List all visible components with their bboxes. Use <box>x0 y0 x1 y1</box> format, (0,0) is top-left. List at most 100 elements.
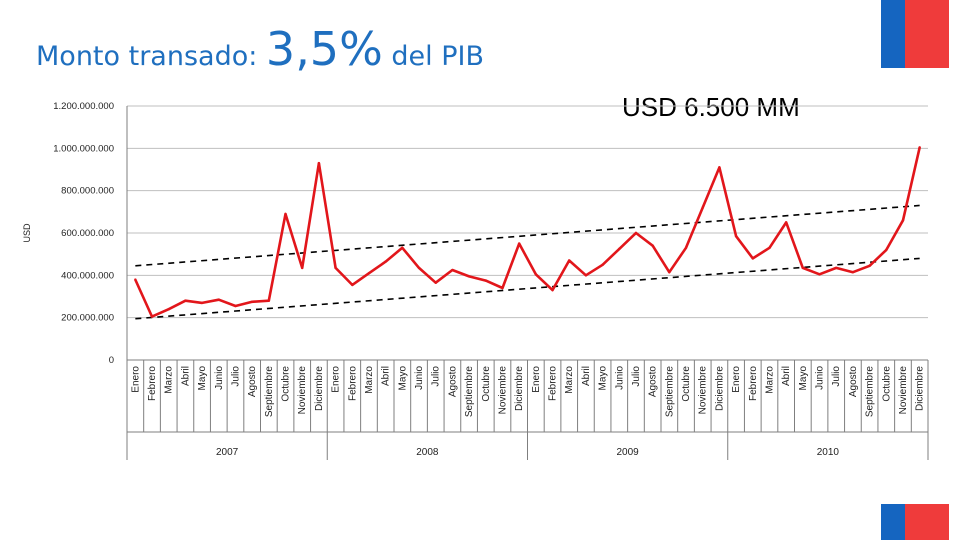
data-point <box>868 264 871 268</box>
y-tick-label: 1.000.000.000 <box>53 143 114 154</box>
x-tick-label: Agosto <box>848 366 859 398</box>
title-suffix: del PIB <box>382 41 484 72</box>
x-tick-label: Mayo <box>598 366 609 391</box>
data-point <box>334 266 337 270</box>
x-tick-label: Diciembre <box>915 366 926 411</box>
x-tick-label: Noviembre <box>497 366 508 415</box>
data-point <box>467 275 471 278</box>
y-tick-label: 800.000.000 <box>61 186 114 197</box>
data-point <box>401 246 404 250</box>
x-tick-label: Enero <box>731 366 742 393</box>
y-tick-label: 600.000.000 <box>61 228 114 239</box>
data-point <box>501 286 504 290</box>
x-tick-label: Octubre <box>281 366 292 402</box>
x-tick-label: Febrero <box>548 366 559 401</box>
data-point <box>734 234 738 238</box>
chile-flag-decoration-top <box>881 0 949 68</box>
data-point <box>167 308 170 311</box>
x-tick-label: Agosto <box>447 366 458 398</box>
x-tick-label: Octubre <box>881 366 892 402</box>
year-label: 2007 <box>216 447 239 458</box>
data-point <box>818 273 821 276</box>
year-label: 2008 <box>416 447 439 458</box>
data-point <box>284 212 287 216</box>
x-tick-label: Mayo <box>397 366 408 391</box>
x-tick-label: Junio <box>414 366 425 390</box>
data-point <box>668 270 671 274</box>
data-point <box>150 315 154 318</box>
data-point <box>200 301 204 305</box>
data-point <box>367 272 371 275</box>
data-point <box>918 146 921 149</box>
x-tick-label: Marzo <box>764 366 775 394</box>
x-tick-label: Septiembre <box>464 366 475 418</box>
x-tick-label: Julio <box>230 366 241 387</box>
flag-blue-band <box>881 504 905 540</box>
data-point <box>701 206 704 209</box>
flag-red-band <box>905 504 949 540</box>
data-point <box>851 270 855 274</box>
x-tick-label: Septiembre <box>865 366 876 418</box>
x-tick-label: Noviembre <box>898 366 909 415</box>
data-point <box>718 166 721 169</box>
x-tick-label: Abril <box>381 366 392 386</box>
x-tick-label: Marzo <box>364 366 375 394</box>
data-point <box>584 274 588 277</box>
x-tick-label: Agosto <box>247 366 258 398</box>
data-point <box>551 288 554 292</box>
x-tick-label: Agosto <box>648 366 659 398</box>
data-point <box>618 247 621 251</box>
title-prefix: Monto transado: <box>36 41 266 72</box>
y-tick-label: 400.000.000 <box>61 270 114 281</box>
x-tick-label: Febrero <box>147 366 158 401</box>
data-point <box>301 266 304 270</box>
data-point <box>250 300 254 303</box>
data-point <box>651 244 654 247</box>
data-point <box>134 278 137 281</box>
x-tick-label: Diciembre <box>714 366 725 411</box>
y-tick-label: 0 <box>109 355 114 366</box>
x-tick-label: Marzo <box>564 366 575 394</box>
y-tick-label: 200.000.000 <box>61 313 114 324</box>
x-tick-label: Febrero <box>347 366 358 401</box>
data-point <box>217 298 220 301</box>
x-tick-label: Septiembre <box>664 366 675 418</box>
series-line <box>134 147 921 318</box>
x-tick-label: Mayo <box>197 366 208 391</box>
data-point <box>901 219 905 222</box>
data-point <box>634 231 638 235</box>
x-tick-label: Enero <box>130 366 141 393</box>
data-point <box>484 279 487 282</box>
data-point <box>751 257 754 260</box>
data-point <box>434 281 437 284</box>
x-tick-label: Junio <box>614 366 625 390</box>
x-tick-label: Enero <box>331 366 342 393</box>
x-tick-label: Abril <box>781 366 792 386</box>
data-point <box>568 259 571 262</box>
x-tick-label: Noviembre <box>698 366 709 415</box>
x-tick-label: Julio <box>831 366 842 387</box>
x-tick-label: Abril <box>581 366 592 386</box>
x-tick-label: Febrero <box>748 366 759 401</box>
data-point <box>184 299 187 302</box>
data-point <box>768 246 771 250</box>
data-point <box>317 161 321 165</box>
x-tick-label: Marzo <box>164 366 175 394</box>
data-point <box>351 283 354 287</box>
year-label: 2010 <box>817 447 840 458</box>
data-point <box>384 260 387 263</box>
flag-red-band <box>905 0 949 68</box>
x-tick-label: Junio <box>214 366 225 390</box>
x-tick-label: Abril <box>180 366 191 386</box>
data-point <box>267 299 271 302</box>
data-point <box>451 268 454 272</box>
title-value: 3,5% <box>265 22 383 76</box>
x-tick-label: Octubre <box>681 366 692 402</box>
data-point <box>885 248 888 252</box>
slide-title: Monto transado: 3,5% del PIB <box>36 22 484 76</box>
data-point <box>835 266 838 270</box>
data-point <box>234 304 237 308</box>
data-point <box>534 273 538 276</box>
data-point <box>684 246 688 250</box>
